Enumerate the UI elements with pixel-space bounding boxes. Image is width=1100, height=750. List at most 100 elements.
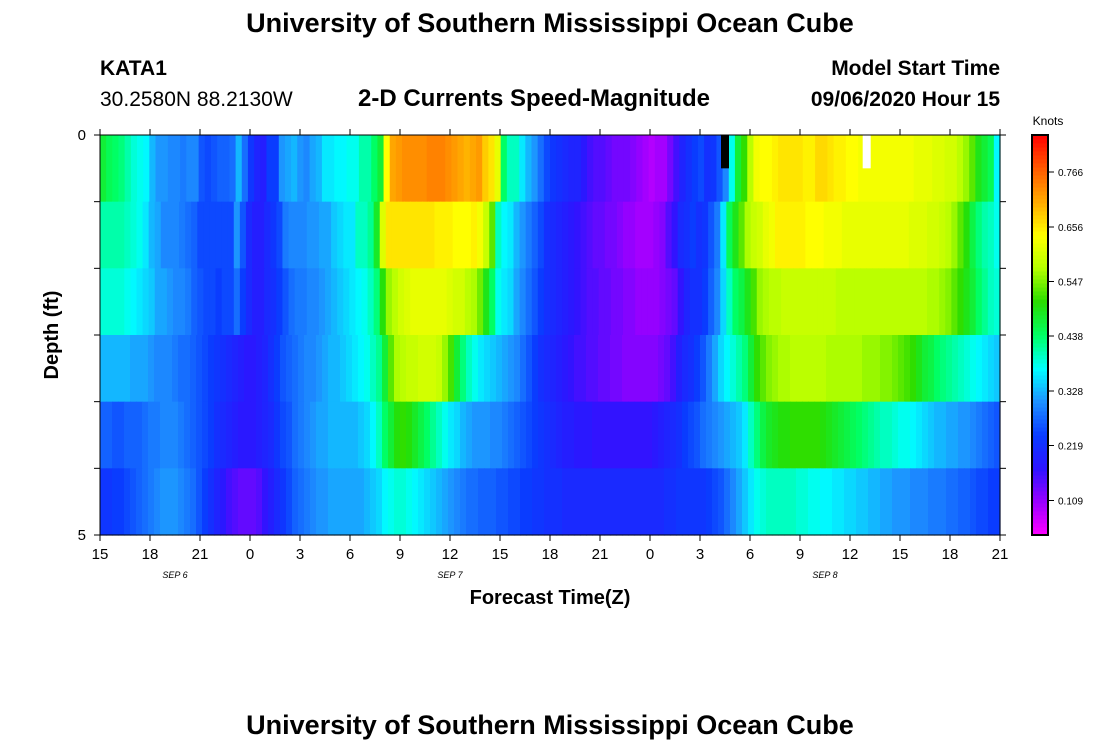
- station-id: KATA1: [100, 57, 167, 80]
- heatmap-cell: [247, 135, 255, 203]
- heatmap-cell: [796, 401, 803, 469]
- heatmap-cell: [648, 135, 656, 203]
- heatmap-cell: [892, 335, 899, 403]
- heatmap-cell: [586, 268, 594, 336]
- x-tick-label: 6: [746, 546, 754, 563]
- colorbar-band: [1032, 247, 1048, 252]
- heatmap-cell: [291, 135, 298, 203]
- heatmap-cell: [466, 401, 473, 469]
- heatmap-cell: [229, 135, 237, 203]
- heatmap-cell: [442, 335, 449, 403]
- heatmap-cell: [982, 401, 989, 469]
- colorbar-band: [1032, 443, 1048, 448]
- heatmap-cell: [744, 201, 752, 269]
- heatmap-cell: [976, 401, 983, 469]
- heatmap-cell: [118, 201, 125, 269]
- heatmap-cell: [787, 201, 794, 269]
- heatmap-cell: [118, 268, 125, 336]
- heatmap-cell: [502, 335, 509, 403]
- heatmap-cell: [244, 468, 251, 536]
- heatmap-cell: [969, 268, 977, 336]
- heatmap-cell: [850, 401, 857, 469]
- heatmap-cell: [507, 201, 515, 269]
- heatmap-cell: [647, 201, 654, 269]
- heatmap-cell: [982, 335, 989, 403]
- colorbar-tick-label: 0.219: [1058, 442, 1083, 453]
- colorbar-band: [1032, 155, 1048, 160]
- x-tick-label: 3: [696, 546, 704, 563]
- heatmap-cell: [337, 268, 344, 336]
- heatmap-cell: [790, 468, 797, 536]
- heatmap-cell: [932, 135, 939, 203]
- heatmap-cell: [334, 135, 342, 203]
- heatmap-cell: [706, 468, 713, 536]
- heatmap-cell: [969, 201, 977, 269]
- heatmap-cell: [220, 468, 227, 536]
- heatmap-cell: [640, 335, 647, 403]
- heatmap-cell: [975, 201, 983, 269]
- heatmap-cell: [811, 201, 819, 269]
- heatmap-cell: [826, 401, 833, 469]
- heatmap-cell: [245, 268, 253, 336]
- colorbar-band: [1032, 179, 1048, 184]
- heatmap-cell: [202, 335, 209, 403]
- heatmap-cell: [483, 268, 490, 336]
- heatmap-cell: [610, 401, 617, 469]
- colorbar-band: [1032, 391, 1048, 396]
- heatmap-cell: [598, 201, 606, 269]
- heatmap-cell: [304, 401, 311, 469]
- heatmap-cell: [874, 335, 881, 403]
- colorbar-band: [1032, 275, 1048, 280]
- heatmap-cell: [927, 268, 934, 336]
- colorbar-band: [1032, 351, 1048, 356]
- colorbar-band: [1032, 307, 1048, 312]
- heatmap-cell: [778, 468, 785, 536]
- heatmap-cell: [691, 135, 699, 203]
- heatmap-cell: [604, 201, 612, 269]
- heatmap-cell: [772, 335, 779, 403]
- heatmap-cell: [268, 335, 275, 403]
- heatmap-cell: [525, 201, 533, 269]
- heatmap-cell: [872, 268, 879, 336]
- heatmap-cell: [118, 468, 125, 536]
- heatmap-cell: [298, 335, 305, 403]
- colorbar-tick-label: 0.766: [1058, 168, 1083, 179]
- colorbar-band: [1032, 287, 1048, 292]
- heatmap-cell: [543, 268, 551, 336]
- heatmap-cell: [599, 135, 607, 203]
- heatmap-cell: [922, 335, 929, 403]
- heatmap-cell: [708, 201, 715, 269]
- heatmap-cell: [778, 335, 785, 403]
- heatmap-cell: [726, 201, 734, 269]
- heatmap-cell: [496, 335, 503, 403]
- heatmap-cell: [963, 201, 971, 269]
- heatmap-cell: [190, 401, 197, 469]
- heatmap-cell: [388, 335, 395, 403]
- heatmap-cell: [543, 135, 551, 203]
- heatmap-cell: [754, 401, 761, 469]
- heatmap-cell: [604, 401, 611, 469]
- heatmap-cell: [262, 401, 269, 469]
- heatmap-cell: [233, 201, 241, 269]
- heatmap-cell: [550, 268, 557, 336]
- heatmap-cell: [730, 335, 737, 403]
- colorbar-band: [1032, 427, 1048, 432]
- heatmap-cell: [260, 135, 268, 203]
- heatmap-cell: [880, 401, 887, 469]
- heatmap-cell: [969, 135, 976, 203]
- heatmap-cell: [784, 135, 792, 203]
- heatmap-cell: [430, 401, 437, 469]
- heatmap-cell: [775, 268, 782, 336]
- heatmap-cell: [901, 135, 909, 203]
- heatmap-cell: [328, 401, 335, 469]
- heatmap-cell: [856, 468, 863, 536]
- heatmap-cell: [544, 468, 551, 536]
- heatmap-cell: [640, 468, 647, 536]
- heatmap-cell: [860, 201, 867, 269]
- heatmap-cell: [406, 468, 413, 536]
- heatmap-cell: [994, 468, 1001, 536]
- heatmap-cell: [671, 201, 679, 269]
- heatmap-cell: [868, 401, 875, 469]
- heatmap-cell: [507, 268, 515, 336]
- heatmap-cell: [365, 135, 372, 203]
